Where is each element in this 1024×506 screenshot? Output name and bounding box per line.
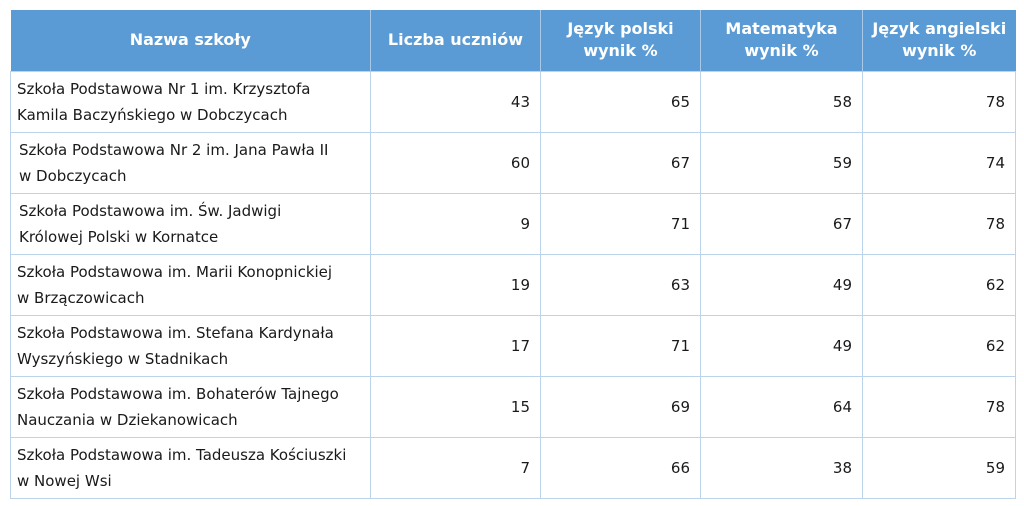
school-name-cell: Szkoła Podstawowa im. Bohaterów Tajnego … [10,375,371,438]
polish-score-cell: 63 [540,253,701,316]
header-polish-score: Język polski wynik % [540,10,701,71]
school-name-cell: Szkoła Podstawowa im. Stefana Kardynała … [10,314,371,377]
table-row: Szkoła Podstawowa Nr 1 im. Krzysztofa Ka… [10,70,1016,133]
student-count-cell: 15 [370,375,541,438]
student-count-cell: 9 [370,192,541,255]
math-score-cell: 58 [700,70,863,133]
table-row: Szkoła Podstawowa im. Tadeusza Kościuszk… [10,436,1016,499]
student-count-cell: 43 [370,70,541,133]
polish-score-cell: 69 [540,375,701,438]
polish-score-cell: 65 [540,70,701,133]
school-name-cell: Szkoła Podstawowa im. Św. Jadwigi Królow… [10,192,371,255]
polish-score-cell: 66 [540,436,701,499]
header-student-count: Liczba uczniów [370,10,541,71]
table-row: Szkoła Podstawowa Nr 2 im. Jana Pawła II… [10,131,1016,194]
header-math-score: Matematyka wynik % [700,10,863,71]
table-row: Szkoła Podstawowa im. Św. Jadwigi Królow… [10,192,1016,255]
school-name-cell: Szkoła Podstawowa im. Marii Konopnickiej… [10,253,371,316]
table-header-row: Nazwa szkoły Liczba uczniów Język polski… [10,10,1016,71]
polish-score-cell: 67 [540,131,701,194]
student-count-cell: 7 [370,436,541,499]
student-count-cell: 60 [370,131,541,194]
school-name-cell: Szkoła Podstawowa im. Tadeusza Kościuszk… [10,436,371,499]
math-score-cell: 64 [700,375,863,438]
math-score-cell: 38 [700,436,863,499]
student-count-cell: 17 [370,314,541,377]
english-score-cell: 78 [862,192,1016,255]
math-score-cell: 49 [700,314,863,377]
english-score-cell: 78 [862,375,1016,438]
school-name-cell: Szkoła Podstawowa Nr 1 im. Krzysztofa Ka… [10,70,371,133]
header-english-score: Język angielski wynik % [862,10,1016,71]
school-results-table: Nazwa szkoły Liczba uczniów Język polski… [10,10,1016,499]
table-row: Szkoła Podstawowa im. Bohaterów Tajnego … [10,375,1016,438]
english-score-cell: 74 [862,131,1016,194]
math-score-cell: 49 [700,253,863,316]
table-row: Szkoła Podstawowa im. Stefana Kardynała … [10,314,1016,377]
english-score-cell: 59 [862,436,1016,499]
math-score-cell: 59 [700,131,863,194]
english-score-cell: 78 [862,70,1016,133]
header-school-name: Nazwa szkoły [10,10,371,71]
school-name-cell: Szkoła Podstawowa Nr 2 im. Jana Pawła II… [10,131,371,194]
math-score-cell: 67 [700,192,863,255]
polish-score-cell: 71 [540,314,701,377]
table-row: Szkoła Podstawowa im. Marii Konopnickiej… [10,253,1016,316]
english-score-cell: 62 [862,314,1016,377]
english-score-cell: 62 [862,253,1016,316]
polish-score-cell: 71 [540,192,701,255]
student-count-cell: 19 [370,253,541,316]
